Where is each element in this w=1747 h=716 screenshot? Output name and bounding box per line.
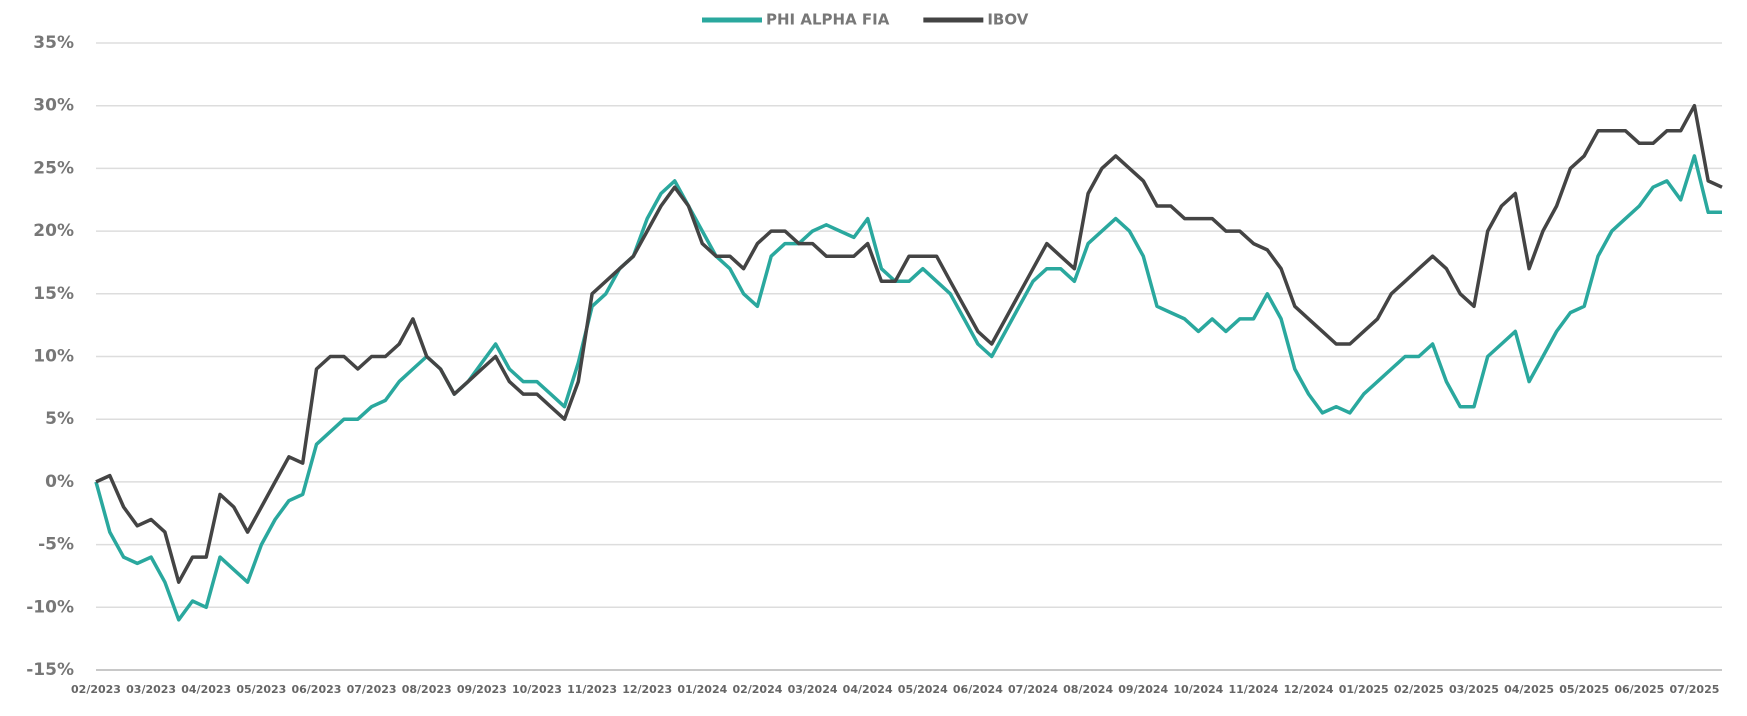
x-tick-label: 12/2023 (622, 683, 672, 696)
x-tick-label: 08/2024 (1063, 683, 1113, 696)
x-tick-label: 11/2023 (567, 683, 617, 696)
series-line (94, 154, 1722, 622)
x-tick-label: 01/2025 (1339, 683, 1389, 696)
y-tick-label: -10% (26, 597, 74, 617)
x-tick-label: 04/2023 (181, 683, 231, 696)
x-tick-label: 09/2023 (457, 683, 507, 696)
y-tick-label: 5% (45, 409, 74, 429)
x-tick-label: 07/2025 (1669, 683, 1719, 696)
x-tick-label: 09/2024 (1118, 683, 1168, 696)
legend-label: PHI ALPHA FIA (766, 11, 890, 29)
x-tick-label: 10/2023 (512, 683, 562, 696)
x-tick-label: 06/2023 (291, 683, 341, 696)
legend-label: IBOV (987, 11, 1028, 29)
x-tick-label: 02/2023 (71, 683, 121, 696)
y-tick-label: 30% (33, 96, 74, 116)
x-tick-label: 12/2024 (1284, 683, 1334, 696)
x-tick-label: 10/2024 (1173, 683, 1223, 696)
y-tick-label: -15% (26, 660, 74, 680)
y-tick-label: -5% (38, 535, 74, 555)
x-tick-label: 06/2025 (1614, 683, 1664, 696)
x-tick-label: 03/2024 (788, 683, 838, 696)
series-line (95, 103, 1723, 584)
x-tick-label: 02/2025 (1394, 683, 1444, 696)
x-tick-label: 04/2025 (1504, 683, 1554, 696)
x-tick-label: 04/2024 (843, 683, 893, 696)
x-tick-label: 06/2024 (953, 683, 1003, 696)
x-tick-label: 05/2023 (236, 683, 286, 696)
y-tick-label: 10% (33, 347, 74, 367)
y-tick-label: 35% (33, 33, 74, 53)
x-tick-label: 07/2023 (347, 683, 397, 696)
y-tick-label: 15% (33, 284, 74, 304)
y-tick-label: 25% (33, 158, 74, 178)
x-tick-label: 05/2025 (1559, 683, 1609, 696)
x-tick-label: 08/2023 (402, 683, 452, 696)
y-tick-label: 0% (45, 472, 74, 492)
x-tick-label: 02/2024 (732, 683, 782, 696)
x-tick-label: 01/2024 (677, 683, 727, 696)
x-tick-label: 05/2024 (898, 683, 948, 696)
x-tick-label: 07/2024 (1008, 683, 1058, 696)
x-tick-label: 03/2023 (126, 683, 176, 696)
x-tick-label: 03/2025 (1449, 683, 1499, 696)
x-tick-label: 11/2024 (1229, 683, 1279, 696)
y-tick-label: 20% (33, 221, 74, 241)
